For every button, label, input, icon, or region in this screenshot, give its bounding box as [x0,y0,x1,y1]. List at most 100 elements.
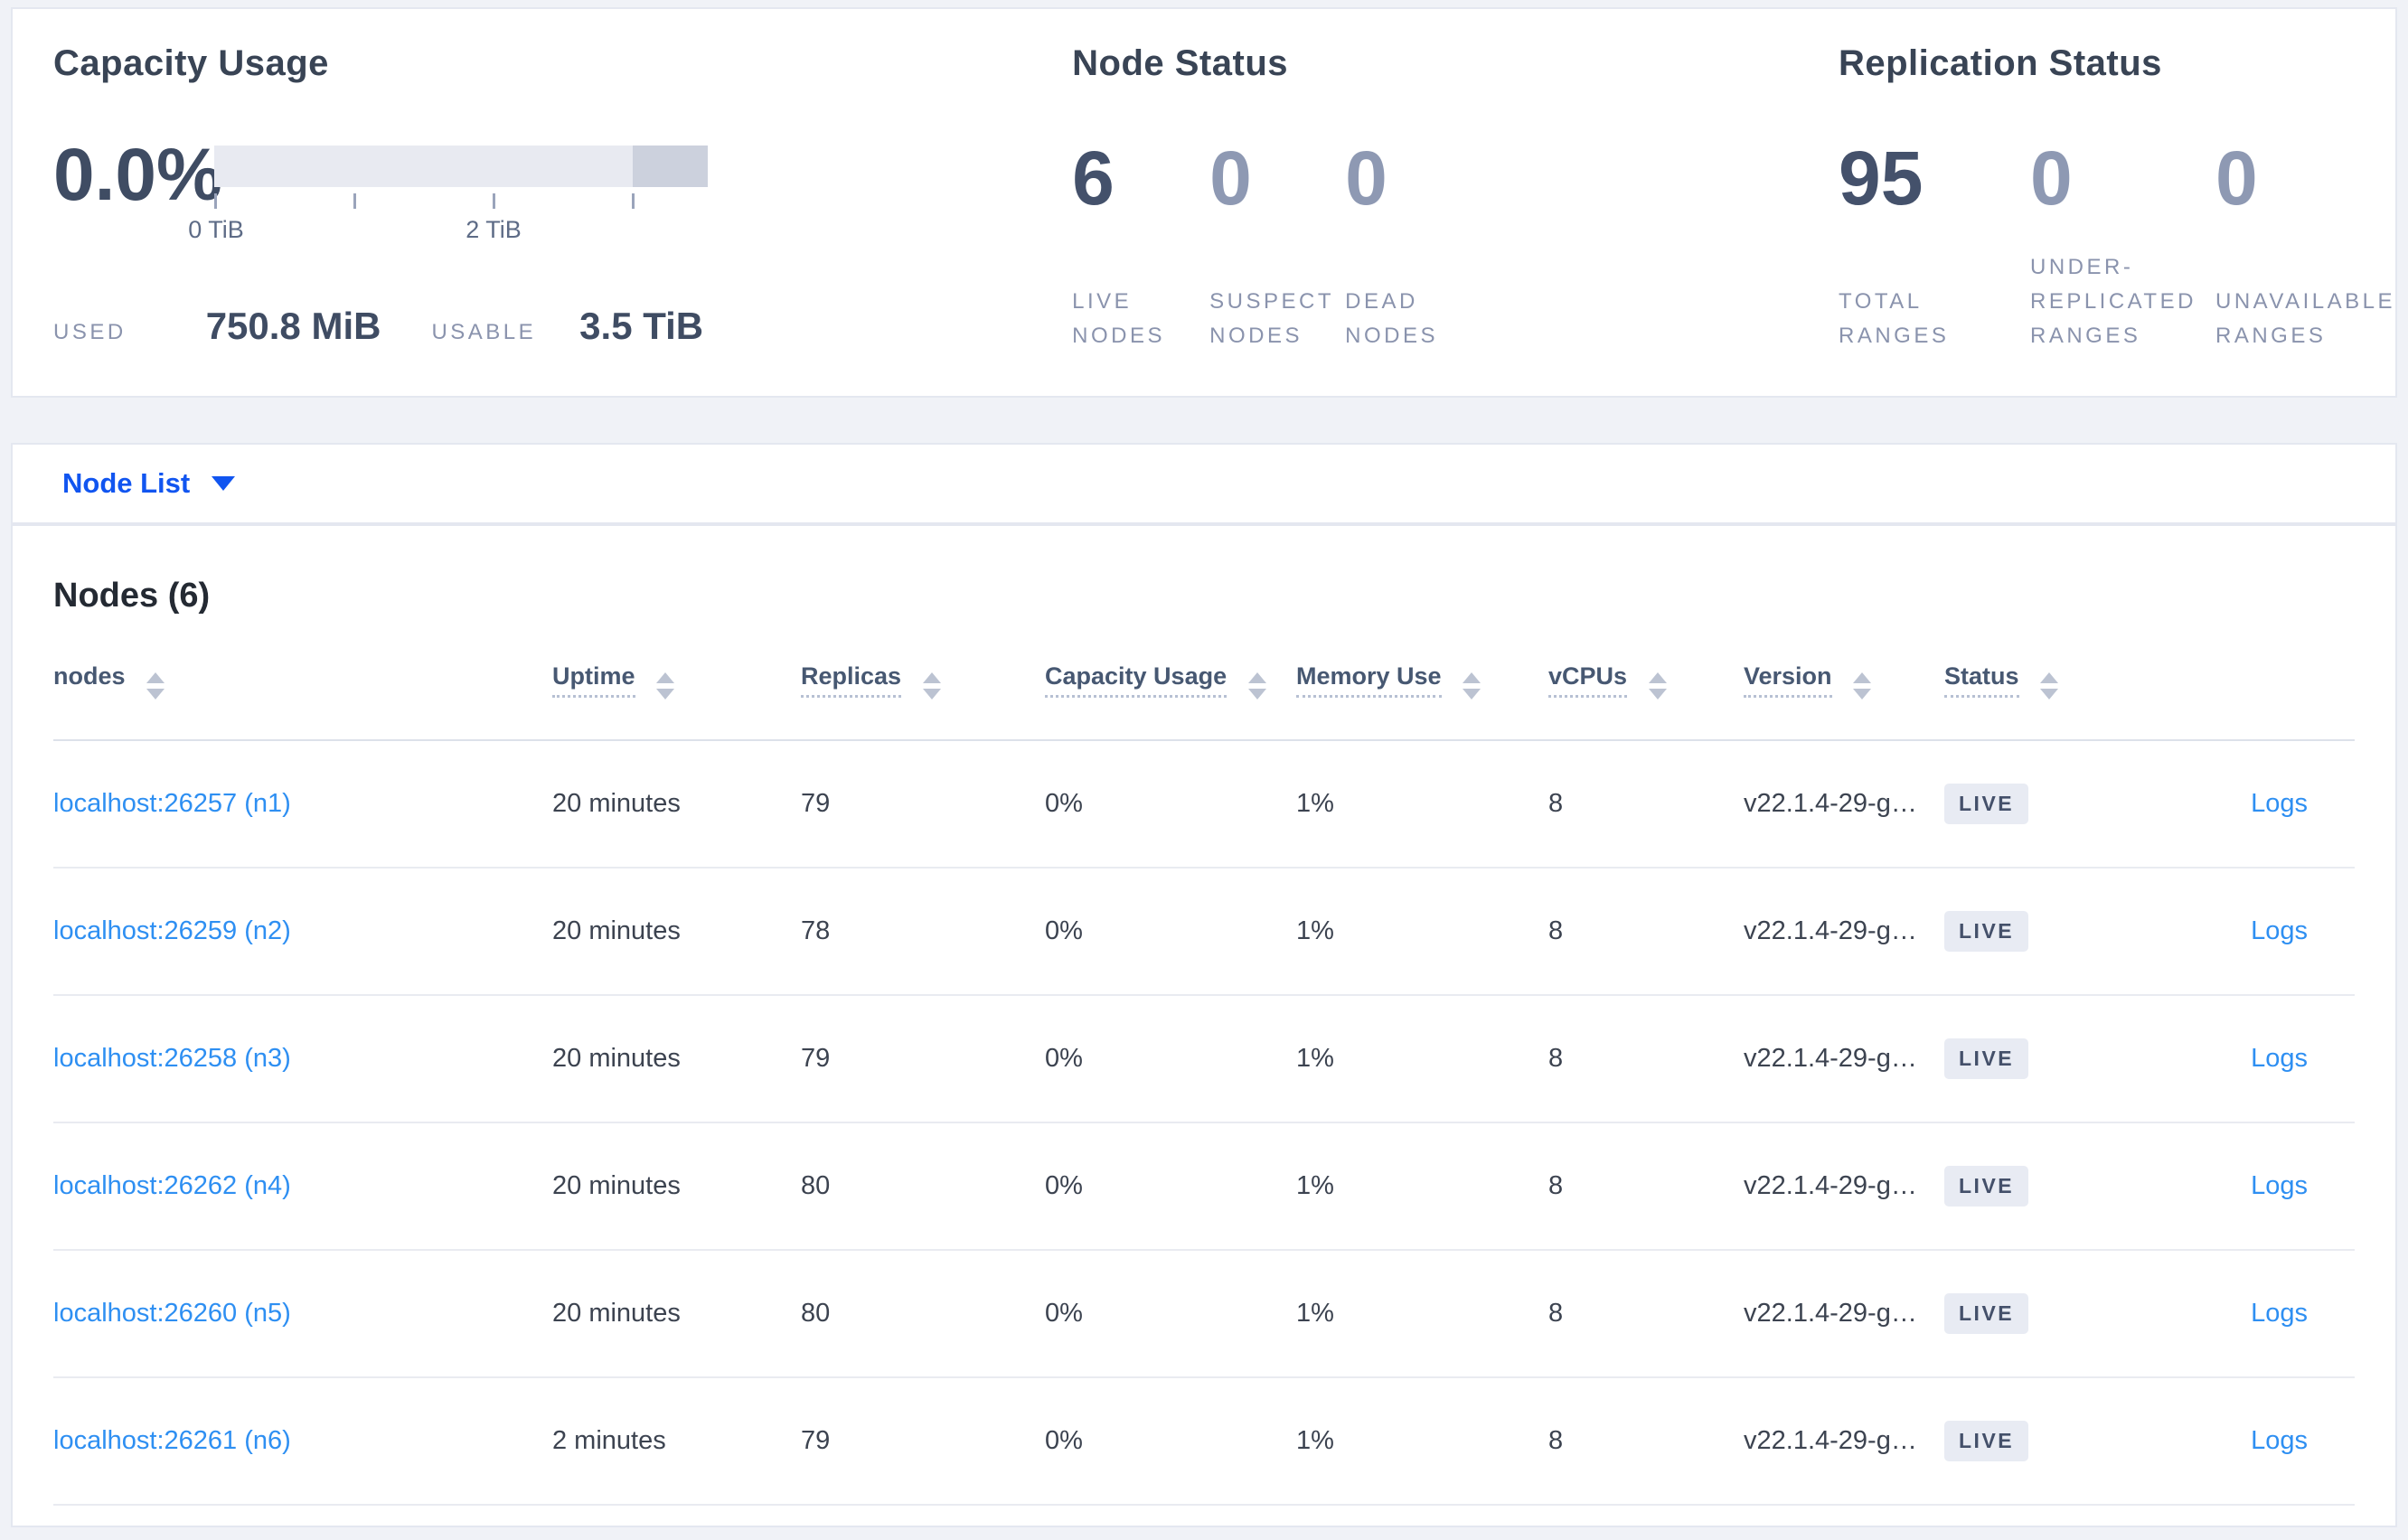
memory-use-cell: 1% [1296,868,1548,996]
total-ranges-count: 95 [1838,136,1924,221]
uptime-cell: 20 minutes [552,1122,801,1251]
vcpus-cell: 8 [1548,1250,1744,1378]
capacity-usage-cell: 0% [1045,1250,1296,1378]
status-badge: LIVE [1944,911,2029,952]
logs-link[interactable]: Logs [2251,1426,2308,1455]
usable-label: USABLE [431,320,537,344]
logs-link[interactable]: Logs [2251,916,2308,945]
logs-link[interactable]: Logs [2251,789,2308,818]
cluster-overview-panel: Capacity Usage 0.0% 0 TiB 2 TiB [11,7,2397,398]
replicas-cell: 80 [801,1250,1045,1378]
column-header-status[interactable]: Status [1944,650,2155,741]
view-selector-bar: Node List [11,443,2397,524]
usable-value: 3.5 TiB [579,305,704,347]
capacity-usage-cell: 0% [1045,868,1296,996]
replication-status-card: Replication Status 95 0 0 TOTAL RANGES U… [1839,9,2395,396]
table-row: localhost:26257 (n1) 20 minutes 79 0% 1%… [53,740,2355,869]
column-header-uptime[interactable]: Uptime [552,650,801,741]
node-link[interactable]: localhost:26262 (n4) [53,1171,291,1200]
status-badge: LIVE [1944,1038,2029,1079]
unavailable-ranges-label: UNAVAILABLE RANGES [2215,289,2395,348]
status-badge: LIVE [1944,784,2029,824]
used-label: USED [53,320,127,344]
status-badge: LIVE [1944,1166,2029,1207]
memory-use-cell: 1% [1296,1250,1548,1378]
capacity-usage-card: Capacity Usage 0.0% 0 TiB 2 TiB [53,9,1072,396]
node-link[interactable]: localhost:26258 (n3) [53,1044,291,1073]
replicas-cell: 79 [801,995,1045,1123]
capacity-usage-cell: 0% [1045,1377,1296,1506]
version-cell: v22.1.4-29-g… [1744,1377,1944,1506]
column-header-memory-use[interactable]: Memory Use [1296,650,1548,741]
uptime-cell: 2 minutes [552,1377,801,1506]
capacity-axis-ticks [214,193,708,209]
node-link[interactable]: localhost:26257 (n1) [53,789,291,818]
capacity-usage-title: Capacity Usage [53,43,329,83]
total-ranges-label: TOTAL RANGES [1838,289,1950,348]
logs-link[interactable]: Logs [2251,1044,2308,1073]
sort-icon [2040,672,2059,700]
uptime-cell: 20 minutes [552,740,801,869]
column-header-vcpus[interactable]: vCPUs [1548,650,1744,741]
version-cell: v22.1.4-29-g… [1744,1250,1944,1378]
chevron-down-icon [212,476,236,491]
capacity-usage-bar: 0 TiB 2 TiB [188,146,708,247]
memory-use-cell: 1% [1296,1122,1548,1251]
replicas-cell: 79 [801,740,1045,869]
version-cell: v22.1.4-29-g… [1744,995,1944,1123]
column-header-version[interactable]: Version [1744,650,1944,741]
memory-use-cell: 1% [1296,995,1548,1123]
view-selector-label: Node List [62,467,191,499]
used-value: 750.8 MiB [205,305,381,347]
column-header-capacity-usage[interactable]: Capacity Usage [1045,650,1296,741]
capacity-used-percent: 0.0% [53,134,222,216]
unavailable-ranges-count: 0 [2215,136,2258,221]
dead-nodes-label: DEAD NODES [1345,289,1438,348]
capacity-bar-track [214,146,708,187]
nodes-section-title: Nodes (6) [53,577,211,615]
live-nodes-label: LIVE NODES [1072,289,1165,348]
capacity-bar-reserved-segment [633,146,708,187]
capacity-usage-cell: 0% [1045,740,1296,869]
vcpus-cell: 8 [1548,995,1744,1123]
status-badge: LIVE [1944,1293,2029,1334]
axis-label-0tib: 0 TiB [188,216,244,243]
table-row: localhost:26260 (n5) 20 minutes 80 0% 1%… [53,1250,2355,1378]
node-link[interactable]: localhost:26259 (n2) [53,916,291,945]
memory-use-cell: 1% [1296,1377,1548,1506]
node-status-title: Node Status [1072,43,1288,83]
sort-icon [1648,672,1667,700]
view-selector-dropdown[interactable]: Node List [62,467,236,500]
logs-link[interactable]: Logs [2251,1171,2308,1200]
vcpus-cell: 8 [1548,740,1744,869]
under-replicated-ranges-label: UNDER-REPLICATED RANGES [2029,255,2196,348]
sort-icon [656,672,675,700]
table-header-row: nodes Uptime Replicas Capacity Usage Mem… [53,650,2355,741]
node-status-card: Node Status 6 0 0 LIVE NODES SUSPECT NOD… [1072,9,1839,396]
node-link[interactable]: localhost:26260 (n5) [53,1299,291,1328]
replicas-cell: 79 [801,1377,1045,1506]
table-row: localhost:26258 (n3) 20 minutes 79 0% 1%… [53,995,2355,1123]
capacity-usage-cell: 0% [1045,995,1296,1123]
vcpus-cell: 8 [1548,868,1744,996]
column-header-replicas[interactable]: Replicas [801,650,1045,741]
replicas-cell: 80 [801,1122,1045,1251]
sort-icon [1463,672,1481,700]
capacity-usage-cell: 0% [1045,1122,1296,1251]
suspect-nodes-count: 0 [1209,136,1252,221]
replication-status-title: Replication Status [1838,43,2162,83]
table-row: localhost:26261 (n6) 2 minutes 79 0% 1% … [53,1377,2355,1506]
sort-icon [922,672,941,700]
nodes-panel: Nodes (6) nodes Uptime Replicas [11,524,2397,1527]
version-cell: v22.1.4-29-g… [1744,868,1944,996]
version-cell: v22.1.4-29-g… [1744,740,1944,869]
node-link[interactable]: localhost:26261 (n6) [53,1426,291,1455]
under-replicated-ranges-count: 0 [2029,136,2073,221]
sort-icon [1247,672,1266,700]
table-row: localhost:26259 (n2) 20 minutes 78 0% 1%… [53,868,2355,996]
column-header-nodes[interactable]: nodes [53,650,552,741]
logs-link[interactable]: Logs [2251,1299,2308,1328]
dead-nodes-count: 0 [1345,136,1387,221]
uptime-cell: 20 minutes [552,995,801,1123]
replicas-cell: 78 [801,868,1045,996]
